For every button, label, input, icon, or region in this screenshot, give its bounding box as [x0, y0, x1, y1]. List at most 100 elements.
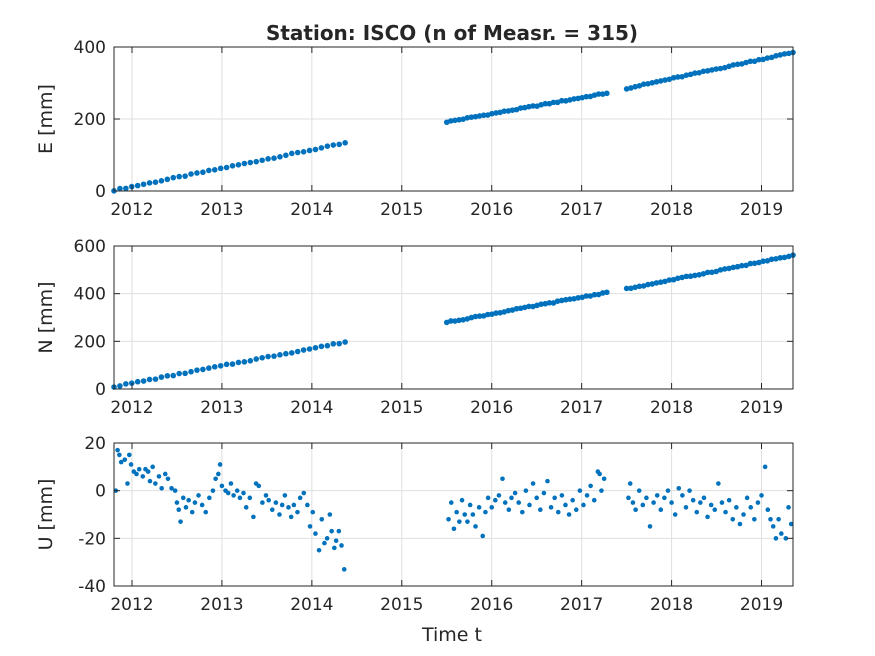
data-point [700, 271, 707, 277]
data-point [459, 497, 465, 503]
data-point [318, 145, 325, 151]
y-tick-label: 400 [74, 38, 106, 58]
data-point [192, 500, 198, 505]
data-point [785, 50, 792, 57]
data-point [229, 361, 236, 367]
data-point [743, 262, 749, 269]
data-point [730, 62, 737, 68]
data-point [570, 497, 575, 503]
plot-area-u [114, 443, 793, 586]
data-point [647, 524, 653, 529]
data-point [739, 262, 745, 269]
data-point [675, 275, 681, 282]
data-point [225, 490, 231, 496]
panel-e: 2012 2013 2014 2015 2016 2017 2018 2019 0 200 400 E… [35, 38, 796, 220]
data-point [713, 66, 720, 72]
data-point [483, 509, 488, 515]
data-point [259, 157, 265, 164]
data-point [779, 531, 784, 536]
data-point [156, 474, 162, 479]
data-point [696, 69, 702, 76]
data-point [269, 507, 275, 513]
data-point [446, 516, 451, 522]
data-point [223, 361, 230, 368]
data-point [730, 264, 737, 271]
data-point [566, 512, 572, 517]
y-tick-label: 400 [74, 285, 106, 305]
data-point [676, 485, 682, 491]
data-point [213, 476, 218, 482]
data-point [199, 502, 205, 508]
data-point [300, 347, 307, 353]
data-point [194, 367, 200, 373]
data-point [329, 528, 334, 534]
data-point [519, 509, 525, 515]
data-point [751, 260, 758, 267]
data-point [636, 488, 642, 493]
data-point [336, 528, 342, 534]
data-point [538, 301, 544, 307]
data-point [159, 485, 164, 491]
data-point [146, 376, 153, 383]
data-point [692, 272, 698, 279]
data-point [476, 505, 482, 510]
data-point [251, 514, 256, 520]
data-point [472, 313, 479, 320]
data-point [654, 493, 660, 498]
data-point [194, 170, 200, 176]
data-point [219, 483, 225, 489]
data-point [468, 114, 475, 120]
data-point [115, 447, 120, 453]
data-point [312, 146, 319, 153]
data-point [748, 505, 754, 510]
data-point [683, 72, 690, 78]
data-point [773, 256, 779, 262]
data-point [786, 505, 791, 510]
data-point [122, 457, 128, 462]
data-point [665, 488, 671, 493]
x-tick-label: 2012 [110, 398, 153, 418]
data-point [506, 507, 512, 513]
data-point [623, 285, 630, 292]
data-point [523, 488, 529, 493]
data-point [734, 263, 741, 270]
data-point [206, 167, 212, 174]
data-point [675, 74, 681, 80]
x-tick-label: 2015 [380, 398, 423, 418]
y-tick-label: 600 [74, 237, 106, 257]
data-point [140, 474, 146, 479]
data-point [548, 505, 554, 510]
data-point [509, 107, 516, 113]
y-axis-label: U [mm] [35, 479, 57, 551]
data-point [683, 273, 690, 280]
x-tick-label: 2018 [650, 200, 693, 220]
data-point [644, 495, 649, 501]
data-point [180, 495, 186, 501]
data-point [653, 79, 660, 85]
data-point [186, 497, 191, 503]
data-point [649, 281, 656, 287]
data-point [319, 516, 325, 522]
data-point [781, 254, 788, 261]
data-point [300, 149, 307, 155]
data-point [760, 258, 766, 265]
x-tick-label: 2015 [380, 200, 423, 220]
data-point [567, 296, 573, 302]
data-point [313, 531, 318, 536]
data-point [773, 536, 779, 541]
data-point [318, 343, 325, 350]
data-point [640, 283, 647, 289]
data-point [781, 51, 788, 57]
data-point [241, 359, 248, 365]
data-point [713, 268, 720, 275]
data-point [448, 318, 454, 324]
data-point [158, 178, 165, 184]
data-point [679, 274, 685, 281]
data-point [747, 58, 754, 65]
data-point [760, 56, 766, 63]
data-point [126, 452, 132, 458]
data-point [480, 112, 487, 119]
data-point [571, 96, 577, 102]
data-point [485, 311, 491, 318]
data-point [696, 271, 702, 278]
